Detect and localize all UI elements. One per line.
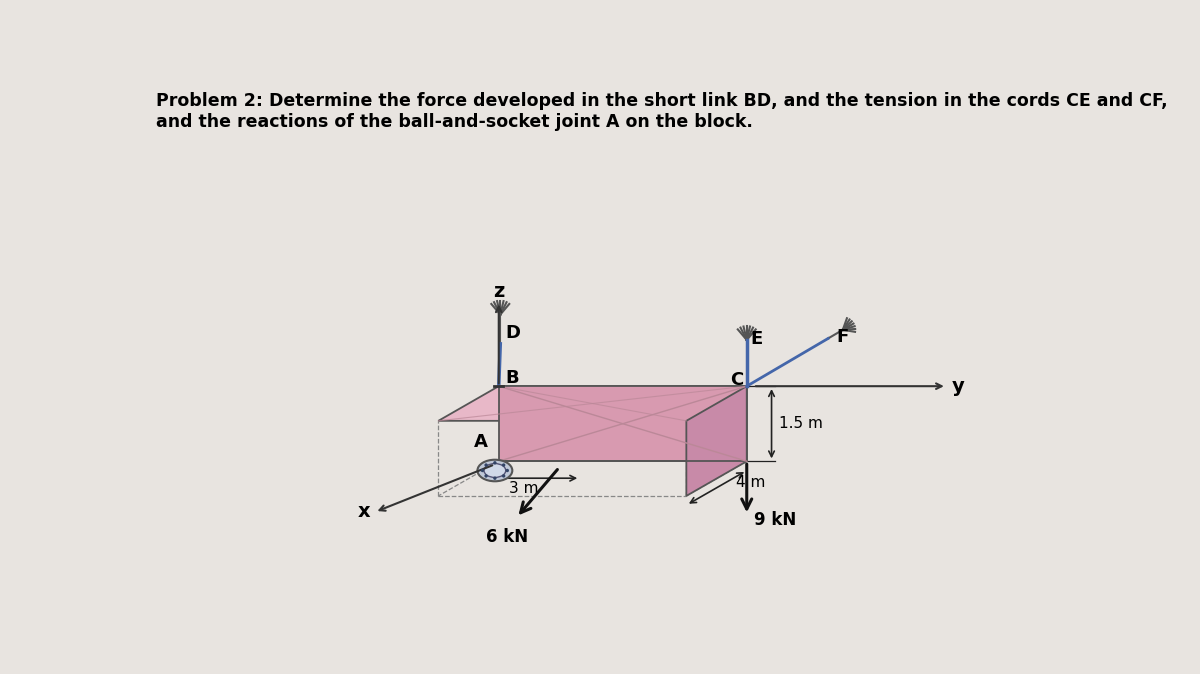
Text: z: z (493, 282, 504, 301)
Circle shape (505, 469, 509, 472)
Text: 9 kN: 9 kN (755, 512, 797, 529)
Text: 4 m: 4 m (736, 475, 766, 490)
Text: B: B (505, 369, 520, 387)
Text: D: D (505, 324, 521, 342)
Circle shape (485, 463, 488, 467)
Circle shape (493, 477, 497, 480)
Polygon shape (438, 386, 746, 421)
Circle shape (485, 474, 488, 478)
Text: 3 m: 3 m (509, 481, 539, 497)
Text: E: E (751, 330, 763, 348)
Text: Problem 2: Determine the force developed in the short link BD, and the tension i: Problem 2: Determine the force developed… (156, 92, 1168, 110)
Circle shape (493, 461, 497, 464)
Polygon shape (499, 386, 746, 461)
Text: C: C (730, 371, 743, 389)
Text: 6 kN: 6 kN (486, 528, 528, 546)
Ellipse shape (484, 464, 505, 477)
Text: A: A (474, 433, 488, 452)
Text: F: F (836, 328, 848, 346)
Ellipse shape (478, 460, 512, 481)
Circle shape (502, 474, 505, 478)
Text: and the reactions of the ball-and-socket joint A on the block.: and the reactions of the ball-and-socket… (156, 113, 754, 131)
Text: 1.5 m: 1.5 m (779, 417, 823, 431)
Polygon shape (686, 386, 746, 496)
Text: x: x (358, 502, 371, 521)
Text: y: y (952, 377, 965, 396)
Circle shape (502, 463, 505, 467)
Circle shape (481, 469, 484, 472)
